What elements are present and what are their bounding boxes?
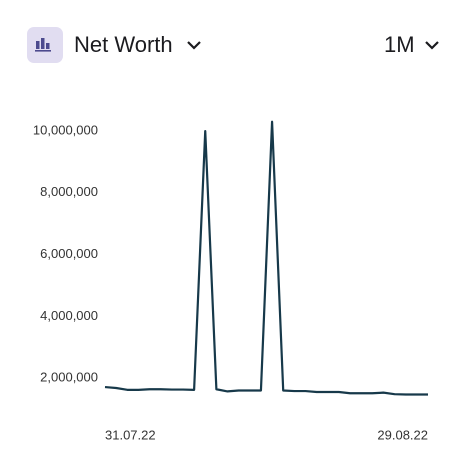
x-tick-label: 31.07.22 <box>105 427 156 442</box>
title-chevron[interactable] <box>187 41 201 50</box>
y-tick-label: 8,000,000 <box>40 184 98 199</box>
y-tick-label: 10,000,000 <box>33 122 98 137</box>
bar-icon <box>35 38 51 52</box>
y-tick-label: 6,000,000 <box>40 246 98 261</box>
title[interactable]: Net Worth <box>74 32 173 57</box>
chart-icon-button[interactable] <box>27 27 63 63</box>
y-tick-label: 2,000,000 <box>40 370 98 385</box>
period-chevron[interactable] <box>425 41 439 50</box>
plot: 2,000,000 4,000,000 6,000,000 8,000,000 10,0… <box>33 120 428 442</box>
x-tick-label: 29.08.22 <box>377 427 428 442</box>
period[interactable]: 1M <box>384 32 415 57</box>
y-tick-label: 4,000,000 <box>40 308 98 323</box>
line <box>104 120 428 396</box>
